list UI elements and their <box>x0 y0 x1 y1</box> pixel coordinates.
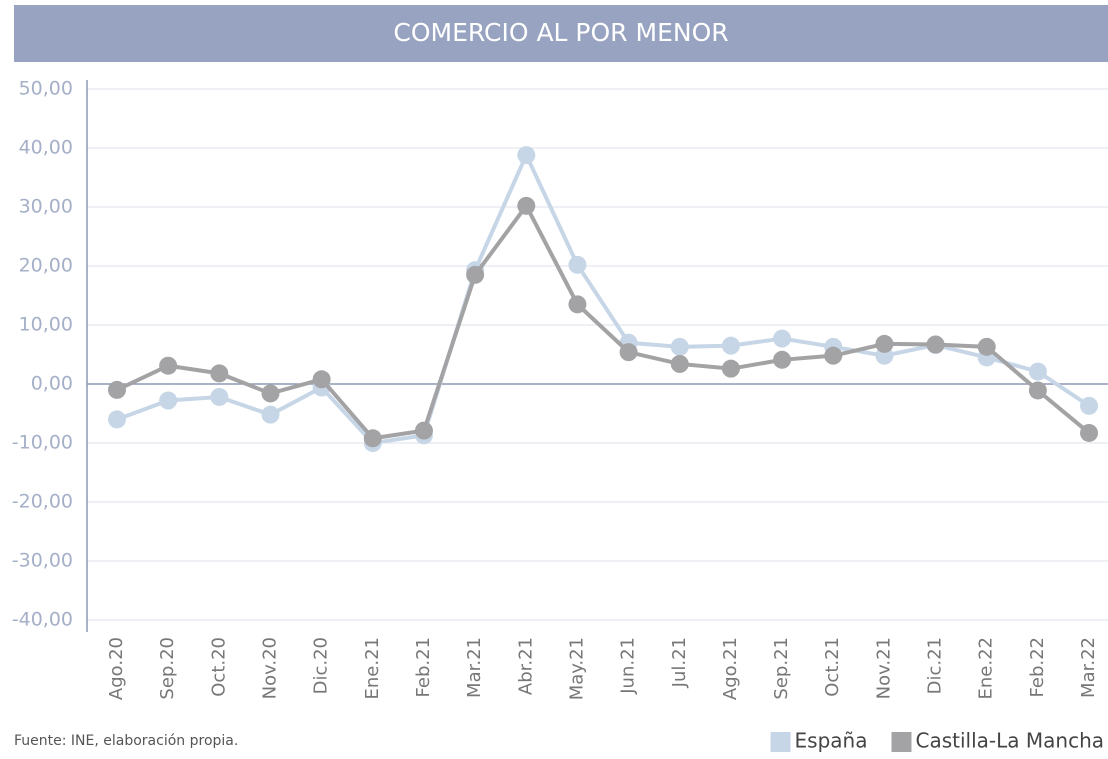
data-point <box>466 265 485 284</box>
data-point <box>1028 381 1047 400</box>
data-point <box>824 346 843 365</box>
chart-title: COMERCIO AL POR MENOR <box>393 18 728 47</box>
x-tick-label: Ene.22 <box>976 637 997 699</box>
data-point <box>875 334 894 353</box>
source: Fuente: INE, elaboración propia. <box>14 733 238 749</box>
data-point <box>721 336 740 355</box>
data-point <box>261 384 280 403</box>
x-tick-label: Jun.21 <box>618 637 639 695</box>
x-tick-label: Abr.21 <box>515 637 536 695</box>
data-point <box>721 359 740 378</box>
data-point <box>773 350 792 369</box>
data-point <box>363 429 382 448</box>
title-band <box>14 5 1108 62</box>
x-tick-label: Ago.21 <box>720 637 741 700</box>
legend-label: Castilla-La Mancha <box>916 729 1105 753</box>
series-line <box>116 150 1091 446</box>
x-tick-label: Nov.21 <box>873 637 894 699</box>
data-point <box>1080 423 1099 442</box>
data-point <box>261 405 280 424</box>
x-tick-label: Feb.21 <box>413 637 434 698</box>
x-tick-label: May.21 <box>566 637 587 700</box>
y-tick-label: -20,00 <box>12 491 73 513</box>
legend-label: España <box>795 729 868 753</box>
x-tick-label: Ene.21 <box>362 637 383 699</box>
data-point <box>210 364 229 383</box>
data-point <box>568 295 587 314</box>
data-point <box>670 337 689 356</box>
data-point <box>568 255 587 274</box>
data-point <box>619 343 638 362</box>
x-tick-label: Oct.20 <box>208 637 229 697</box>
x-tick-label: Dic.20 <box>311 637 332 694</box>
data-point <box>159 356 178 375</box>
data-point <box>773 329 792 348</box>
data-point <box>1080 396 1099 415</box>
x-tick-label: Sep.21 <box>771 637 792 700</box>
y-tick-label: -40,00 <box>12 609 73 631</box>
y-tick-label: 20,00 <box>19 255 73 277</box>
legend-swatch <box>891 732 912 752</box>
data-point <box>926 335 945 354</box>
data-point <box>159 391 178 410</box>
data-point <box>977 337 996 356</box>
data-point <box>210 387 229 406</box>
y-tick-label: 10,00 <box>19 314 73 336</box>
data-point <box>670 354 689 373</box>
y-tick-label: 50,00 <box>19 78 73 100</box>
series-line <box>116 202 1091 441</box>
y-tick-label: 0,00 <box>31 373 73 395</box>
x-tick-label: Mar.21 <box>464 637 485 698</box>
x-tick-label: Mar.22 <box>1078 637 1099 698</box>
data-point <box>517 196 536 215</box>
y-tick-label: -30,00 <box>12 550 73 572</box>
y-tick-label: -10,00 <box>12 432 73 454</box>
x-tick-label: Nov.20 <box>259 637 280 699</box>
x-tick-label: Sep.20 <box>157 637 178 700</box>
x-tick-label: Dic.21 <box>925 637 946 694</box>
data-point <box>414 421 433 440</box>
data-point <box>1028 362 1047 381</box>
data-point <box>517 146 536 165</box>
data-point <box>108 410 126 429</box>
x-tick-label: Ago.20 <box>106 637 127 700</box>
x-tick-label: Jul.21 <box>669 637 690 688</box>
data-point <box>108 380 126 399</box>
data-point <box>312 370 331 389</box>
y-tick-label: 40,00 <box>19 137 73 159</box>
legend-swatch <box>770 732 791 752</box>
y-tick-label: 30,00 <box>19 196 73 218</box>
x-tick-label: Feb.22 <box>1027 637 1048 698</box>
x-tick-label: Oct.21 <box>822 637 843 697</box>
